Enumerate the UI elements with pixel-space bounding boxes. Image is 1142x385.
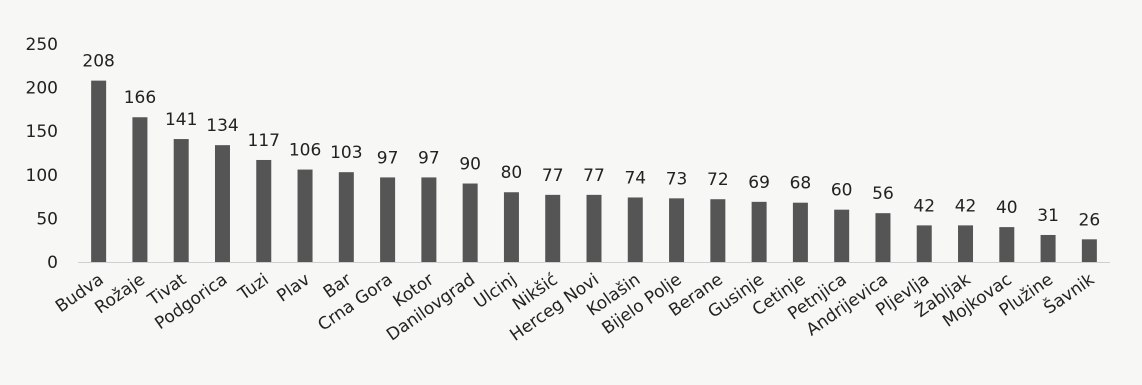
bar [834,209,850,262]
data-label: 40 [996,198,1018,218]
bar [462,183,478,262]
bar [1081,239,1097,262]
bar [916,225,932,262]
y-tick-label: 150 [26,122,58,142]
bar [710,199,726,262]
bar [669,198,685,262]
data-label: 60 [831,181,853,201]
data-label: 73 [666,169,688,189]
data-label: 77 [542,166,564,186]
bar [256,159,272,262]
bars-group [91,80,1097,263]
bar [999,227,1015,262]
data-label: 141 [165,110,197,130]
data-label: 134 [206,116,238,136]
data-label: 90 [459,155,481,175]
x-tick-label: Plav [273,270,314,307]
data-label: 103 [330,143,362,163]
y-tick-label: 200 [26,79,58,99]
y-tick-label: 100 [26,166,58,186]
data-label: 74 [624,168,646,188]
data-label: 42 [955,196,977,216]
data-label: 69 [748,173,770,193]
bar [545,194,561,262]
bar [297,169,313,262]
bar [627,197,643,262]
bar [338,172,354,262]
bar [91,80,107,263]
x-tick-label: Crna Gora [314,270,396,336]
data-label: 166 [124,88,156,108]
data-label: 72 [707,170,729,190]
bar [214,145,230,262]
data-label: 117 [248,131,280,151]
x-tick-label: Ulcinj [471,270,521,313]
bar [173,139,189,262]
bar [875,213,891,262]
data-label: 106 [289,141,321,161]
data-label: 80 [501,163,523,183]
data-label: 208 [82,52,114,72]
y-axis: 0 50 100 150 200 250 [26,35,58,273]
data-label: 31 [1037,206,1059,226]
data-labels-group: 208 166 141 134 117 106 103 97 97 90 80 77 77 74 73 72 6… [82,52,1100,231]
bar [586,194,602,262]
y-tick-label: 50 [36,209,58,229]
data-label: 77 [583,166,605,186]
x-tick-label: Tuzi [234,270,273,305]
y-tick-label: 0 [47,253,58,273]
bar [132,117,148,262]
bar [503,192,519,262]
data-label: 68 [790,174,812,194]
bar [421,177,437,262]
bar [958,225,974,262]
bar [1040,234,1056,262]
data-label: 56 [872,184,894,204]
bar [792,202,808,262]
bar [751,201,767,262]
data-label: 97 [377,148,399,168]
data-label: 26 [1079,210,1101,230]
y-tick-label: 250 [26,35,58,55]
bar [380,177,396,262]
data-label: 42 [913,196,935,216]
data-label: 97 [418,148,440,168]
